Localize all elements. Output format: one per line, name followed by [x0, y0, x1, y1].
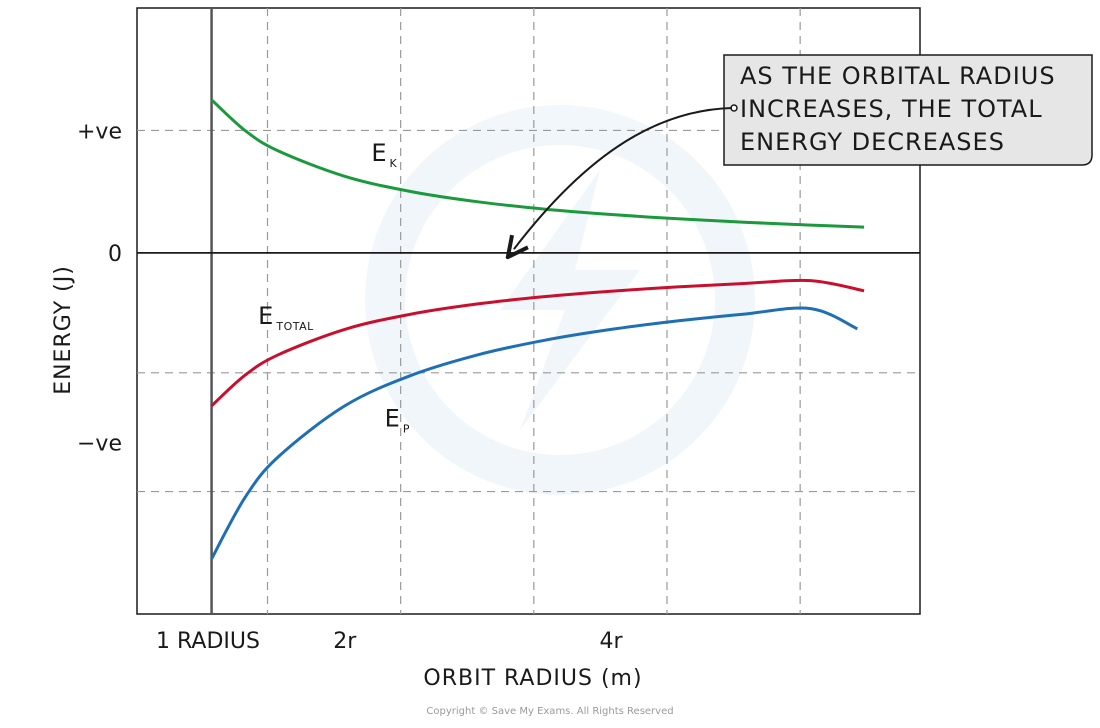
callout-line-1: AS THE ORBITAL RADIUS [740, 62, 1056, 90]
x-tick-label-1: 2r [333, 629, 357, 654]
callout: AS THE ORBITAL RADIUS INCREASES, THE TOT… [514, 54, 1093, 249]
callout-line-2: INCREASES, THE TOTAL [740, 95, 1043, 123]
x-tick-labels: 1 RADIUS 2r 4r [156, 629, 624, 654]
callout-arrow [514, 107, 733, 249]
x-axis-title: ORBIT RADIUS (m) [423, 666, 642, 691]
x-tick-label-0: 1 RADIUS [156, 629, 260, 654]
callout-line-3: ENERGY DECREASES [740, 128, 1005, 156]
series-line-p [210, 306, 859, 560]
copyright-text: Copyright © Save My Exams. All Rights Re… [426, 706, 673, 717]
curves [210, 98, 865, 560]
y-tick-label-0: +ve [77, 119, 122, 144]
y-tick-labels: +ve 0 −ve [77, 119, 122, 456]
series-line-k [210, 98, 865, 229]
watermark-logo [365, 105, 755, 495]
y-tick-label-2: −ve [77, 432, 122, 457]
series-line-total [210, 278, 865, 407]
callout-box [723, 54, 1093, 166]
series-subscript-k: K [390, 157, 398, 170]
x-tick-label-2: 4r [600, 629, 624, 654]
plot-frame [136, 7, 921, 615]
series-subscript-total: TOTAL [275, 320, 314, 333]
series-label-total: E TOTAL [258, 302, 314, 333]
y-axis-title: ENERGY (J) [51, 265, 76, 395]
series-subscript-p: P [403, 423, 410, 436]
y-tick-label-1: 0 [108, 242, 122, 267]
